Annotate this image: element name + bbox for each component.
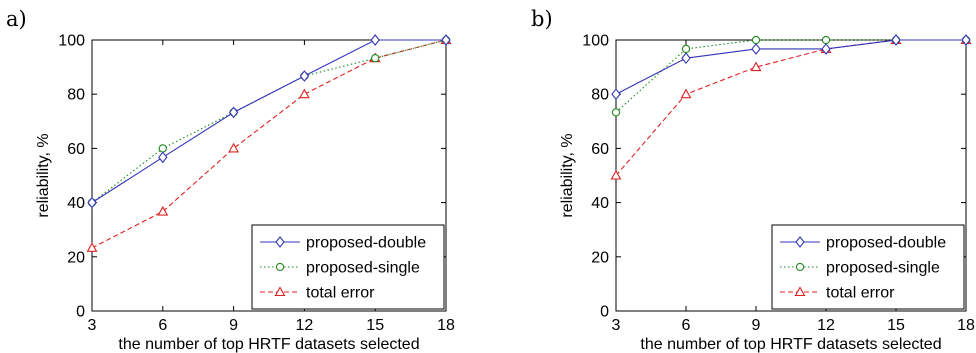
data-point bbox=[961, 34, 971, 46]
y-tick-label: 0 bbox=[76, 304, 85, 321]
panel-label: a) bbox=[6, 7, 27, 31]
legend-entry: proposed-single bbox=[826, 260, 940, 277]
data-point bbox=[158, 144, 167, 153]
data-point bbox=[371, 54, 380, 63]
x-tick-label: 3 bbox=[612, 317, 621, 334]
data-point bbox=[298, 88, 310, 99]
y-tick-label: 40 bbox=[67, 195, 85, 212]
data-point bbox=[299, 70, 310, 82]
series-proposed-double bbox=[87, 34, 451, 209]
x-tick-label: 6 bbox=[682, 317, 691, 334]
data-point bbox=[441, 34, 451, 46]
data-point bbox=[370, 34, 380, 46]
y-tick-label: 100 bbox=[582, 33, 609, 50]
legend-marker bbox=[794, 286, 806, 297]
legend-entry: total error bbox=[306, 285, 375, 302]
x-tick-label: 18 bbox=[437, 317, 455, 334]
y-tick-label: 80 bbox=[591, 87, 609, 104]
y-axis-label: reliability, % bbox=[35, 133, 52, 217]
data-point bbox=[681, 52, 691, 65]
series-line bbox=[615, 39, 966, 113]
x-axis-label: the number of top HRTF datasets selected bbox=[640, 336, 941, 353]
x-tick-label: 3 bbox=[88, 317, 97, 334]
legend-entry: proposed-double bbox=[306, 235, 426, 252]
legend-marker bbox=[275, 262, 285, 272]
series-proposed-single bbox=[611, 35, 971, 117]
y-axis-label: reliability, % bbox=[559, 133, 576, 217]
x-tick-label: 15 bbox=[887, 317, 905, 334]
data-point bbox=[751, 35, 761, 45]
legend-marker bbox=[795, 236, 805, 248]
x-tick-label: 6 bbox=[158, 317, 167, 334]
data-point bbox=[228, 106, 239, 119]
x-tick-label: 9 bbox=[752, 317, 761, 334]
data-point bbox=[158, 151, 168, 164]
legend: proposed-double proposed-single total erro… bbox=[251, 224, 445, 310]
data-point bbox=[610, 169, 622, 180]
data-point bbox=[680, 88, 692, 99]
series-proposed-double bbox=[611, 34, 971, 101]
legend-entry: proposed-single bbox=[306, 260, 420, 277]
data-point bbox=[157, 205, 169, 216]
data-point bbox=[86, 242, 98, 252]
y-tick-label: 100 bbox=[58, 33, 85, 50]
chart-panel-1: b) 3 6 9 12 15 18 0 20 40 60 80 100 the number of top… bbox=[531, 7, 975, 353]
y-tick-label: 20 bbox=[67, 249, 85, 266]
legend-marker bbox=[274, 286, 286, 297]
legend-entry: total error bbox=[826, 285, 895, 302]
series-line bbox=[615, 39, 966, 176]
legend-entry: proposed-double bbox=[826, 235, 946, 252]
x-tick-label: 18 bbox=[957, 317, 975, 334]
x-tick-label: 9 bbox=[229, 317, 238, 334]
data-point bbox=[750, 61, 762, 72]
data-point bbox=[821, 35, 831, 45]
series-total-error bbox=[86, 34, 452, 252]
y-tick-label: 80 bbox=[67, 87, 85, 104]
series-total-error bbox=[610, 34, 972, 180]
x-tick-label: 12 bbox=[296, 317, 314, 334]
data-point bbox=[681, 44, 691, 54]
chart-panel-0: a) 3 6 9 12 15 18 0 20 40 60 80 100 the number of top… bbox=[6, 7, 455, 353]
legend-marker bbox=[795, 262, 805, 272]
series-line bbox=[615, 39, 966, 95]
series-line bbox=[91, 39, 447, 249]
y-tick-label: 0 bbox=[600, 304, 609, 321]
data-point bbox=[821, 43, 831, 55]
data-point bbox=[228, 142, 240, 153]
data-point bbox=[751, 43, 761, 55]
data-point bbox=[611, 108, 621, 117]
x-tick-label: 15 bbox=[366, 317, 384, 334]
data-point bbox=[611, 88, 621, 101]
y-tick-label: 60 bbox=[591, 141, 609, 158]
y-tick-label: 60 bbox=[67, 141, 85, 158]
data-point bbox=[891, 34, 901, 46]
plot-area-frame bbox=[91, 39, 447, 312]
panel-label: b) bbox=[531, 7, 553, 31]
legend-marker bbox=[275, 236, 285, 248]
x-axis-label: the number of top HRTF datasets selected bbox=[118, 336, 419, 353]
y-tick-label: 40 bbox=[591, 195, 609, 212]
y-tick-label: 20 bbox=[591, 249, 609, 266]
series-line bbox=[91, 39, 446, 204]
legend: proposed-double proposed-single total erro… bbox=[771, 224, 965, 310]
x-tick-label: 12 bbox=[817, 317, 835, 334]
data-point bbox=[87, 196, 97, 209]
